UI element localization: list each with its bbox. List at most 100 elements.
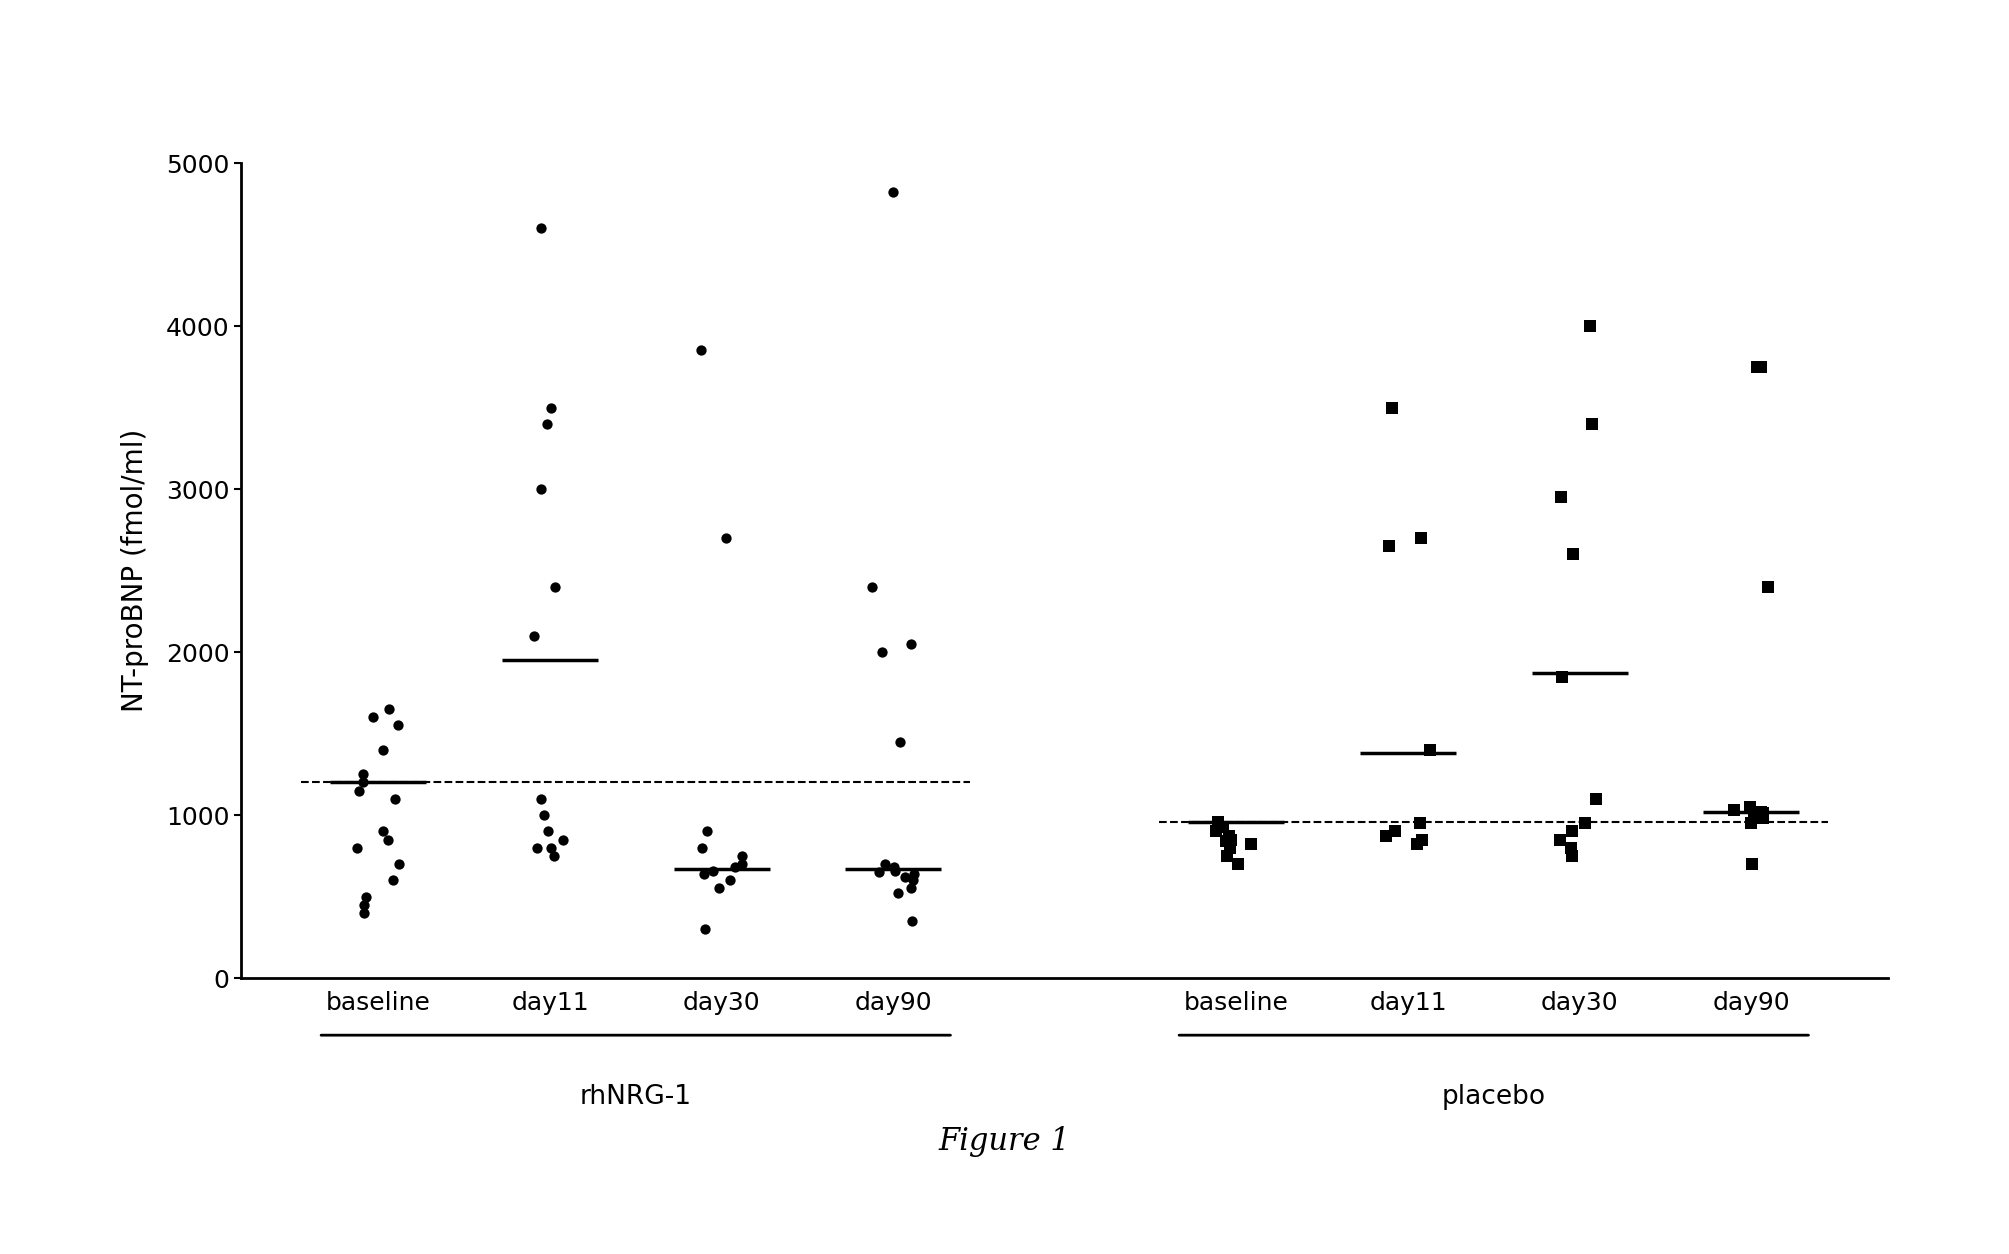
- Point: [524, 789, 556, 809]
- Point: [1742, 356, 1774, 376]
- Point: [1557, 544, 1589, 564]
- Point: [524, 479, 556, 499]
- Point: [378, 789, 410, 809]
- Text: rhNRG-1: rhNRG-1: [581, 1083, 691, 1110]
- Point: [1370, 826, 1402, 846]
- Point: [691, 821, 723, 841]
- Point: [1736, 813, 1768, 833]
- Point: [1406, 528, 1438, 548]
- Point: [880, 860, 912, 880]
- Point: [368, 740, 400, 760]
- Point: [342, 838, 374, 858]
- Point: [1414, 740, 1446, 760]
- Point: [1207, 816, 1240, 836]
- Point: [687, 864, 719, 884]
- Point: [1555, 838, 1587, 858]
- Point: [348, 772, 380, 793]
- Point: [518, 626, 550, 646]
- Point: [538, 577, 571, 597]
- Point: [711, 528, 743, 548]
- Point: [1573, 316, 1605, 336]
- Point: [384, 854, 416, 874]
- Point: [882, 883, 914, 903]
- Point: [528, 805, 561, 825]
- Point: [530, 414, 563, 434]
- Point: [372, 698, 404, 719]
- Point: [1404, 813, 1436, 833]
- Point: [868, 854, 900, 874]
- Point: [1748, 809, 1780, 829]
- Point: [856, 577, 888, 597]
- Point: [864, 863, 896, 883]
- Point: [372, 830, 404, 850]
- Point: [713, 870, 745, 890]
- Point: [1744, 801, 1776, 821]
- Point: [520, 838, 552, 858]
- Point: [1406, 830, 1438, 850]
- Point: [534, 398, 567, 418]
- Point: [1555, 821, 1587, 841]
- Point: [368, 821, 400, 841]
- Point: [1400, 834, 1432, 854]
- Point: [703, 878, 735, 898]
- Point: [1734, 798, 1766, 818]
- Point: [1372, 537, 1404, 557]
- Point: [1213, 838, 1246, 858]
- Point: [1752, 577, 1784, 597]
- Point: [727, 854, 759, 874]
- Point: [348, 895, 380, 915]
- Point: [532, 821, 565, 841]
- Point: [1545, 830, 1577, 850]
- Point: [538, 845, 571, 865]
- Point: [1547, 666, 1579, 686]
- Point: [1209, 831, 1242, 851]
- Point: [348, 764, 380, 785]
- Y-axis label: NT-proBNP (fmol/ml): NT-proBNP (fmol/ml): [121, 429, 149, 712]
- Point: [1211, 845, 1244, 865]
- Point: [1736, 854, 1768, 874]
- Text: Figure 1: Figure 1: [938, 1126, 1071, 1156]
- Point: [689, 919, 721, 939]
- Point: [1215, 830, 1248, 850]
- Point: [524, 218, 556, 238]
- Point: [884, 731, 916, 751]
- Point: [1746, 804, 1778, 824]
- Point: [1718, 800, 1750, 820]
- Point: [697, 860, 729, 880]
- Point: [1221, 854, 1254, 874]
- Point: [898, 864, 930, 884]
- Point: [890, 867, 922, 887]
- Point: [1555, 845, 1587, 865]
- Point: [546, 830, 579, 850]
- Point: [1579, 789, 1611, 809]
- Point: [1376, 398, 1408, 418]
- Point: [382, 715, 414, 735]
- Point: [1378, 821, 1410, 841]
- Point: [1199, 821, 1232, 841]
- Point: [378, 870, 410, 890]
- Point: [1569, 813, 1601, 833]
- Point: [719, 858, 751, 878]
- Point: [878, 858, 910, 878]
- Point: [896, 633, 928, 655]
- Point: [1545, 487, 1577, 507]
- Point: [350, 887, 382, 907]
- Point: [1201, 811, 1234, 831]
- Point: [725, 845, 757, 865]
- Point: [685, 340, 717, 361]
- Point: [1213, 826, 1246, 846]
- Point: [534, 838, 567, 858]
- Point: [894, 878, 926, 898]
- Point: [687, 838, 719, 858]
- Point: [1738, 805, 1770, 825]
- Point: [896, 870, 928, 890]
- Point: [1575, 414, 1607, 434]
- Point: [348, 903, 380, 923]
- Point: [1236, 834, 1268, 854]
- Point: [866, 642, 898, 662]
- Point: [896, 910, 928, 930]
- Point: [876, 182, 908, 202]
- Point: [358, 707, 390, 727]
- Point: [344, 780, 376, 800]
- Point: [1746, 356, 1778, 376]
